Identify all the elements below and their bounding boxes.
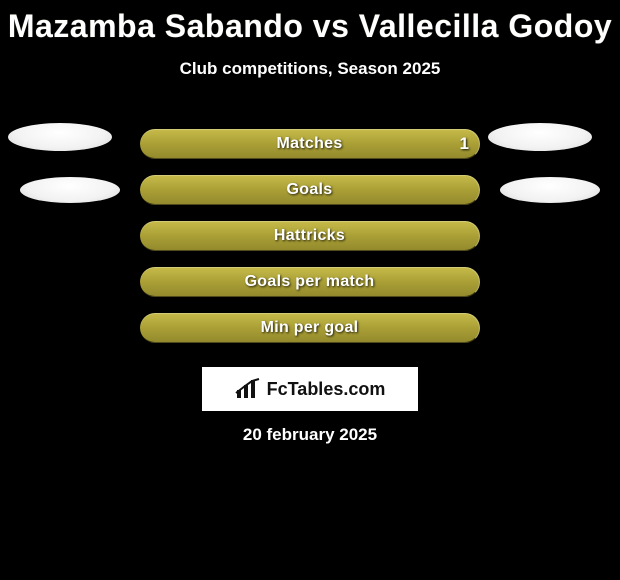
bar-chart-icon [235,378,261,400]
stat-row: Goals per match [0,259,620,305]
fctables-logo-text: FcTables.com [267,379,386,400]
vs-text: vs [313,8,350,44]
side-ellipse [20,177,120,203]
stat-bar: Goals per match [140,267,480,297]
snapshot-date: 20 february 2025 [0,425,620,445]
subtitle: Club competitions, Season 2025 [0,59,620,79]
stat-row: Hattricks [0,213,620,259]
stat-bar: Min per goal [140,313,480,343]
stat-bar: Goals [140,175,480,205]
player2-name: Vallecilla Godoy [359,8,612,44]
stat-row: Min per goal [0,305,620,351]
fctables-logo: FcTables.com [202,367,418,411]
stat-label: Goals [287,181,333,199]
stat-label: Hattricks [274,227,345,245]
stat-bar: Matches 1 [140,129,480,159]
comparison-chart: Matches 1 Goals Hattricks Goals per match Min… [0,121,620,351]
fctables-logo-inner: FcTables.com [235,378,386,400]
stat-label: Min per goal [261,319,359,337]
comparison-title: Mazamba Sabando vs Vallecilla Godoy [0,0,620,45]
side-ellipse [488,123,592,151]
stat-value-right: 1 [460,134,469,154]
side-ellipse [500,177,600,203]
stat-label: Matches [276,135,342,153]
stat-bar: Hattricks [140,221,480,251]
player1-name: Mazamba Sabando [8,8,304,44]
side-ellipse [8,123,112,151]
stat-label: Goals per match [245,273,375,291]
